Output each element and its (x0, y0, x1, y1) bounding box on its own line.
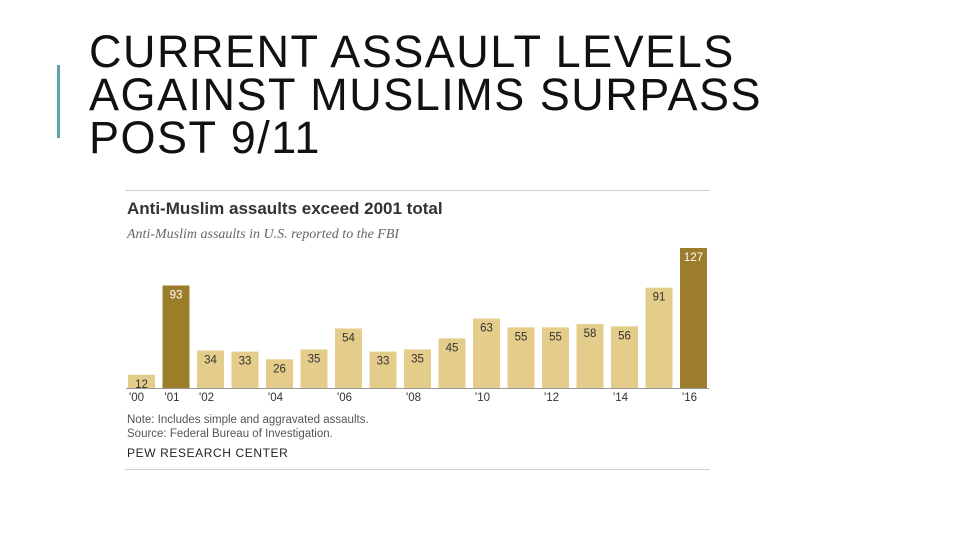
bar-value-label: 58 (584, 328, 597, 340)
bar-value-label: 63 (480, 323, 493, 335)
x-tick-label: '04 (268, 392, 284, 404)
bar-2015 (645, 287, 673, 388)
slide-title-line: POST 9/11 (89, 112, 321, 163)
bar-value-label: 55 (515, 331, 528, 343)
bar-2012 (542, 327, 569, 388)
bar-2016 (680, 248, 707, 388)
bar-2005 (300, 349, 328, 388)
bar-value-label: 35 (411, 353, 424, 365)
bar-2003 (231, 351, 259, 388)
x-tick-label: '16 (682, 392, 697, 404)
x-tick-label: '00 (129, 392, 144, 404)
bar-value-label: 93 (170, 289, 183, 301)
bar-2004 (266, 359, 293, 388)
x-tick-label: '12 (544, 392, 559, 404)
bar-value-label: 127 (684, 252, 703, 264)
chart-subtitle: Anti-Muslim assaults in U.S. reported to… (127, 227, 400, 242)
bar-value-label: 12 (135, 379, 148, 391)
x-tick-label: '10 (475, 392, 490, 404)
bar-2011 (507, 327, 535, 388)
bar-value-label: 55 (549, 331, 562, 343)
x-tick-label: '06 (337, 392, 352, 404)
chart-title: Anti-Muslim assaults exceed 2001 total (127, 199, 443, 218)
x-tick-label: '14 (613, 392, 629, 404)
bar-value-label: 33 (239, 356, 252, 368)
slide-title: CURRENT ASSAULT LEVELS AGAINST MUSLIMS S… (89, 26, 762, 163)
bar-value-label: 91 (653, 292, 666, 304)
bar-value-label: 54 (342, 332, 355, 344)
bar-2013 (576, 324, 604, 388)
title-accent-bar (57, 65, 60, 138)
bar-2009 (438, 338, 466, 388)
chart-bottom-rule (125, 469, 710, 470)
chart-top-rule (125, 190, 710, 191)
bar-value-label: 34 (204, 355, 217, 367)
slide-title-line: AGAINST MUSLIMS SURPASS (89, 69, 762, 120)
bar-value-label: 56 (618, 330, 631, 342)
x-tick-label: '01 (165, 392, 180, 404)
slide-title-line: CURRENT ASSAULT LEVELS (89, 26, 735, 77)
bar-2007 (369, 351, 397, 388)
bar-2010 (473, 318, 500, 388)
bar-value-label: 45 (446, 342, 459, 354)
bar-value-label: 35 (308, 353, 321, 365)
bar-2006 (335, 328, 362, 388)
bar-2014 (611, 326, 638, 388)
x-tick-label: '08 (406, 392, 421, 404)
chart-source: Source: Federal Bureau of Investigation. (127, 428, 333, 440)
bar-2000 (128, 374, 155, 388)
bar-2001 (162, 285, 190, 388)
organization-label: PEW RESEARCH CENTER (127, 446, 289, 460)
x-tick-label: '02 (199, 392, 214, 404)
bar-2002 (197, 350, 224, 388)
bar-2008 (404, 349, 431, 388)
bar-value-label: 33 (377, 356, 390, 368)
bar-value-label: 26 (273, 363, 286, 375)
chart-note: Note: Includes simple and aggravated ass… (127, 414, 369, 426)
